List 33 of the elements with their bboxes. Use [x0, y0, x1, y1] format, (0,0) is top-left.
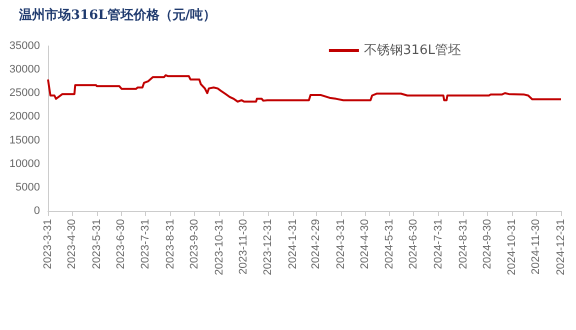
- y-tick-label: 10000: [9, 158, 40, 170]
- x-tick-label: 2023-7-31: [140, 219, 152, 270]
- y-tick-label: 0: [34, 205, 40, 217]
- x-tick-label: 2024-2-29: [310, 219, 322, 270]
- legend-label: 不锈钢316L管坯: [364, 43, 462, 58]
- x-tick-label: 2023-10-31: [213, 219, 226, 276]
- y-tick-label: 30000: [9, 64, 40, 76]
- x-tick-label: 2024-3-31: [334, 219, 347, 270]
- y-tick-label: 15000: [9, 134, 40, 146]
- x-tick-label: 2023-6-30: [114, 219, 127, 270]
- x-tick-label: 2023-5-31: [90, 219, 103, 270]
- y-tick-label: 5000: [16, 181, 40, 194]
- x-tick-label: 2023-11-30: [237, 219, 250, 274]
- x-tick-label: 2024-6-30: [408, 219, 420, 270]
- x-tick-label: 2024-4-30: [358, 219, 371, 270]
- x-tick-label: 2024-11-30: [530, 219, 542, 274]
- x-tick-label: 2024-9-30: [481, 219, 494, 270]
- x-tick-label: 2024-7-31: [432, 219, 445, 270]
- x-tick-label: 2023-12-31: [262, 219, 274, 276]
- y-tick-label: 35000: [9, 40, 40, 52]
- x-tick-label: 2024-10-31: [506, 219, 518, 276]
- x-tick-label: 2024-1-31: [286, 219, 299, 270]
- chart-title: 温州市场316L管坯价格（元/吨）: [18, 7, 216, 23]
- x-tick-label: 2023-8-31: [164, 219, 176, 270]
- x-tick-label: 2024-5-31: [384, 219, 396, 270]
- x-tick-label: 2024-8-31: [457, 219, 470, 270]
- x-tick-label: 2024-12-31: [555, 219, 567, 276]
- y-tick-label: 20000: [9, 110, 40, 123]
- y-tick-label: 25000: [9, 87, 40, 100]
- line-series: [47, 74, 562, 103]
- x-tick-label: 2023-3-31: [42, 219, 54, 270]
- x-tick-label: 2023-4-30: [66, 219, 78, 270]
- x-tick-label: 2023-9-30: [188, 219, 200, 270]
